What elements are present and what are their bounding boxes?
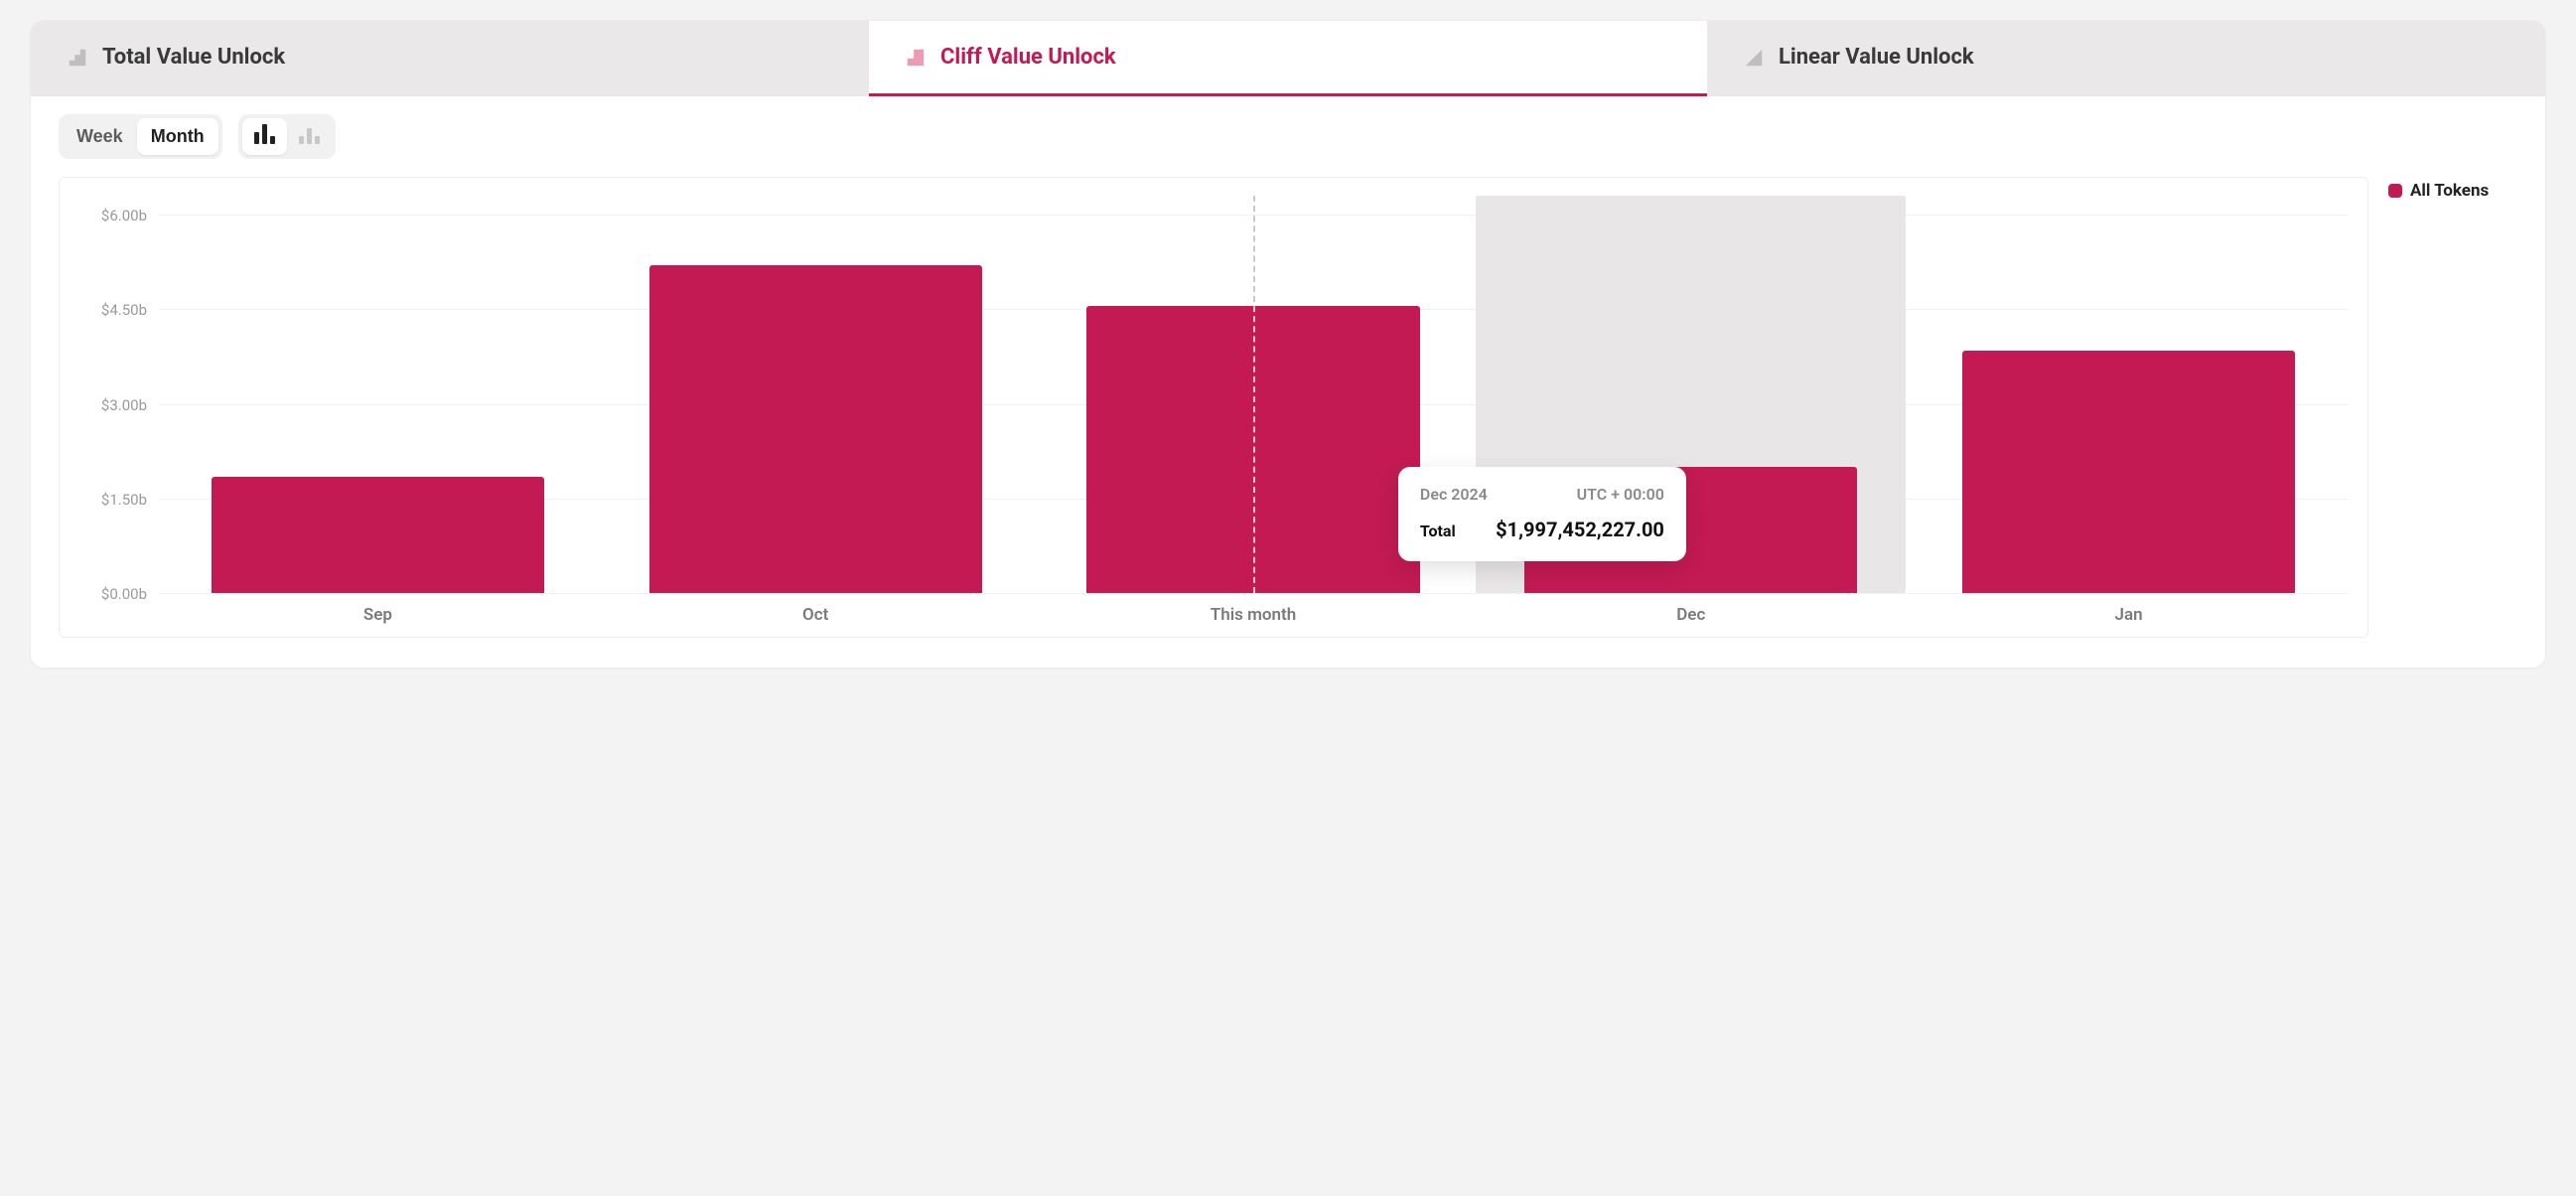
unlock-card: Total Value Unlock Cliff Value Unlock Li… bbox=[30, 20, 2546, 669]
legend-label: All Tokens bbox=[2410, 181, 2489, 201]
y-tick-label: $0.00b bbox=[101, 585, 147, 603]
bar[interactable] bbox=[1962, 351, 2295, 593]
chart-tooltip: Dec 2024 UTC + 00:00 Total $1,997,452,22… bbox=[1398, 467, 1686, 561]
legend-item[interactable]: All Tokens bbox=[2388, 181, 2517, 201]
y-tick-label: $6.00b bbox=[101, 207, 147, 224]
today-line bbox=[1253, 196, 1255, 593]
plot-area: $0.00b$1.50b$3.00b$4.50b$6.00b bbox=[159, 196, 2348, 593]
grid-line: $0.00b bbox=[159, 593, 2348, 594]
chart-wrap: t is $0.00b$1.50b$3.00b$4.50b$6.00b SepO… bbox=[31, 167, 2545, 668]
range-toggle: Week Month bbox=[59, 114, 222, 159]
tooltip-tz: UTC + 00:00 bbox=[1577, 485, 1664, 504]
x-tick-label: This month bbox=[1035, 605, 1473, 625]
view-grouped[interactable] bbox=[242, 118, 287, 155]
bar[interactable] bbox=[212, 477, 544, 593]
stacked-bars-icon bbox=[299, 124, 320, 144]
ramp-icon bbox=[1743, 47, 1765, 69]
x-tick-label: Sep bbox=[159, 605, 597, 625]
tooltip-value: $1,997,452,227.00 bbox=[1496, 518, 1664, 541]
tab-cliff[interactable]: Cliff Value Unlock bbox=[869, 21, 1707, 96]
view-stacked[interactable] bbox=[287, 118, 332, 155]
bars-icon bbox=[254, 124, 275, 144]
bar[interactable] bbox=[649, 265, 982, 593]
bar-slot[interactable] bbox=[1910, 196, 2348, 593]
legend: All Tokens bbox=[2388, 177, 2517, 638]
cliff-icon bbox=[905, 47, 927, 69]
x-axis-labels: SepOctThis monthDecJan bbox=[159, 605, 2348, 625]
chart-controls: Week Month bbox=[31, 96, 2545, 167]
x-tick-label: Dec bbox=[1472, 605, 1910, 625]
range-week[interactable]: Week bbox=[63, 118, 137, 155]
range-month[interactable]: Month bbox=[137, 118, 218, 155]
tab-label: Cliff Value Unlock bbox=[940, 45, 1116, 70]
tab-label: Total Value Unlock bbox=[102, 45, 285, 70]
y-tick-label: $4.50b bbox=[101, 301, 147, 319]
tab-label: Linear Value Unlock bbox=[1779, 45, 1974, 70]
view-toggle bbox=[238, 114, 336, 159]
legend-swatch bbox=[2388, 184, 2402, 198]
tooltip-title: Dec 2024 bbox=[1420, 485, 1488, 504]
x-tick-label: Jan bbox=[1910, 605, 2348, 625]
tabs: Total Value Unlock Cliff Value Unlock Li… bbox=[31, 21, 2545, 96]
chart-box: t is $0.00b$1.50b$3.00b$4.50b$6.00b SepO… bbox=[59, 177, 2368, 638]
tab-total[interactable]: Total Value Unlock bbox=[31, 21, 869, 96]
stair-icon bbox=[67, 47, 88, 69]
bar-slot[interactable] bbox=[597, 196, 1035, 593]
tab-linear[interactable]: Linear Value Unlock bbox=[1707, 21, 2545, 96]
tooltip-label: Total bbox=[1420, 522, 1456, 540]
y-tick-label: $1.50b bbox=[101, 491, 147, 509]
x-tick-label: Oct bbox=[597, 605, 1035, 625]
bar-slot[interactable] bbox=[159, 196, 597, 593]
y-tick-label: $3.00b bbox=[101, 396, 147, 414]
